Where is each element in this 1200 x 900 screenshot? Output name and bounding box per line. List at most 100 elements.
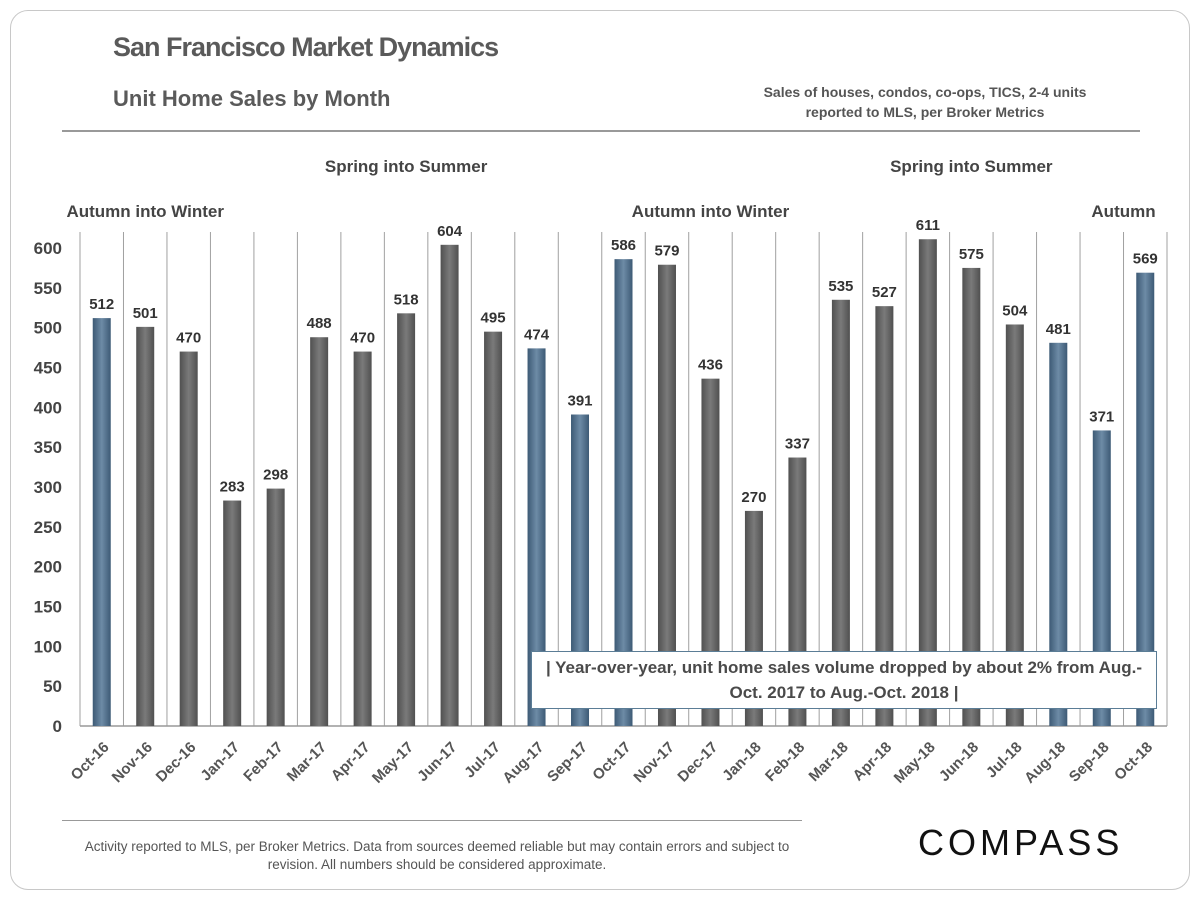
y-tick-label: 100 (34, 637, 62, 656)
y-tick-label: 50 (43, 677, 62, 696)
y-tick-label: 600 (34, 239, 62, 258)
season-annotation: Autumn (1091, 202, 1155, 221)
bar-Dec-17 (701, 378, 720, 726)
data-label: 579 (654, 243, 679, 260)
callout-box: | Year-over-year, unit home sales volume… (531, 651, 1157, 709)
x-tick-label: Feb-18 (762, 739, 808, 785)
bar-Feb-17 (266, 488, 285, 726)
x-tick-label: May-17 (369, 739, 417, 787)
x-tick-label: Oct-18 (1111, 739, 1156, 784)
x-tick-label: Jan-18 (719, 739, 765, 785)
x-tick-label: Jun-18 (936, 739, 982, 785)
y-tick-label: 350 (34, 438, 62, 457)
x-tick-label: Aug-17 (499, 739, 547, 787)
x-tick-label: Feb-17 (240, 739, 286, 785)
x-tick-label: Apr-17 (328, 739, 374, 785)
bar-Mar-18 (831, 299, 850, 726)
data-label: 611 (916, 217, 940, 234)
y-tick-label: 550 (34, 279, 62, 298)
footer-disclaimer: Activity reported to MLS, per Broker Met… (84, 839, 790, 872)
data-label: 504 (1002, 302, 1028, 319)
data-label: 371 (1089, 408, 1114, 425)
x-tick-label: Nov-16 (109, 739, 156, 786)
bar-May-17 (397, 313, 416, 726)
bar-Jun-17 (440, 244, 459, 726)
bar-Oct-16 (92, 318, 111, 726)
data-label: 535 (828, 278, 853, 295)
x-tick-label: May-18 (891, 739, 939, 787)
data-label: 270 (741, 489, 766, 506)
x-tick-label: Mar-17 (284, 739, 330, 785)
x-tick-label: Mar-18 (806, 739, 852, 785)
page-title: San Francisco Market Dynamics (113, 32, 499, 62)
data-label: 575 (959, 246, 984, 263)
bar-Sep-17 (571, 414, 590, 726)
y-tick-label: 300 (34, 478, 62, 497)
data-label: 470 (176, 330, 201, 347)
x-tick-label: Oct-16 (68, 739, 113, 784)
compass-logo: COMPASS (918, 822, 1124, 863)
header-divider (62, 130, 1140, 132)
data-label: 501 (133, 305, 158, 322)
data-label: 298 (263, 467, 288, 484)
x-tick-label: Sep-17 (544, 739, 591, 786)
x-tick-label: Sep-18 (1066, 739, 1113, 786)
bar-Dec-16 (179, 351, 198, 726)
chart-card (10, 10, 1190, 890)
y-tick-label: 200 (34, 558, 62, 577)
y-tick-label: 150 (34, 598, 62, 617)
y-tick-label: 400 (34, 398, 62, 417)
data-label: 495 (481, 310, 506, 327)
x-tick-label: Apr-18 (850, 739, 896, 785)
data-label: 436 (698, 357, 723, 374)
bar-chart: 0 50 100 150 200 250 300 350 400 450 500 550 600 512 O… (34, 157, 1168, 787)
bar-Jul-17 (484, 331, 503, 726)
data-label: 527 (872, 284, 897, 301)
bar-Jun-18 (962, 267, 981, 726)
season-annotation: Autumn into Winter (632, 202, 790, 221)
data-label: 470 (350, 330, 375, 347)
data-label: 512 (89, 296, 114, 313)
bar-Jan-17 (223, 500, 242, 726)
x-tick-label: Jul-18 (983, 739, 1026, 782)
source-note: Sales of houses, condos, co-ops, TICS, 2… (763, 84, 1087, 120)
bar-Apr-17 (353, 351, 372, 726)
footer-divider (62, 820, 802, 821)
data-label: 569 (1133, 251, 1158, 268)
data-label: 283 (220, 479, 245, 496)
bar-Oct-17 (614, 259, 633, 726)
x-tick-label: Dec-17 (674, 739, 721, 786)
data-label: 586 (611, 237, 636, 254)
y-tick-label: 250 (34, 518, 62, 537)
x-tick-label: Nov-17 (630, 739, 677, 786)
bar-May-18 (918, 239, 937, 726)
data-label: 474 (524, 326, 550, 343)
bar-Mar-17 (310, 337, 329, 726)
data-label: 337 (785, 436, 810, 453)
bar-Jul-18 (1005, 324, 1024, 726)
bar-Aug-18 (1049, 342, 1068, 726)
x-tick-label: Jun-17 (414, 739, 460, 785)
chart-subtitle: Unit Home Sales by Month (113, 86, 391, 111)
season-annotation: Spring into Summer (890, 157, 1053, 176)
bar-Aug-17 (527, 348, 546, 726)
y-tick-label: 0 (53, 717, 62, 736)
bar-Oct-18 (1136, 272, 1155, 726)
y-tick-label: 500 (34, 319, 62, 338)
season-annotation: Autumn into Winter (66, 202, 224, 221)
data-label: 481 (1046, 321, 1071, 338)
x-tick-label: Jan-17 (197, 739, 243, 785)
bar-Nov-17 (657, 264, 676, 726)
bar-Nov-16 (136, 326, 155, 726)
y-tick-label: 450 (34, 359, 62, 378)
x-tick-label: Jul-17 (461, 739, 504, 782)
x-tick-label: Aug-18 (1021, 739, 1069, 787)
x-tick-label: Oct-17 (589, 739, 634, 784)
bar-Apr-18 (875, 306, 894, 726)
data-label: 488 (307, 315, 332, 332)
season-annotation: Spring into Summer (325, 157, 488, 176)
x-tick-label: Dec-16 (153, 739, 200, 786)
data-label: 518 (394, 291, 419, 308)
data-label: 604 (437, 223, 463, 240)
data-label: 391 (568, 393, 593, 410)
